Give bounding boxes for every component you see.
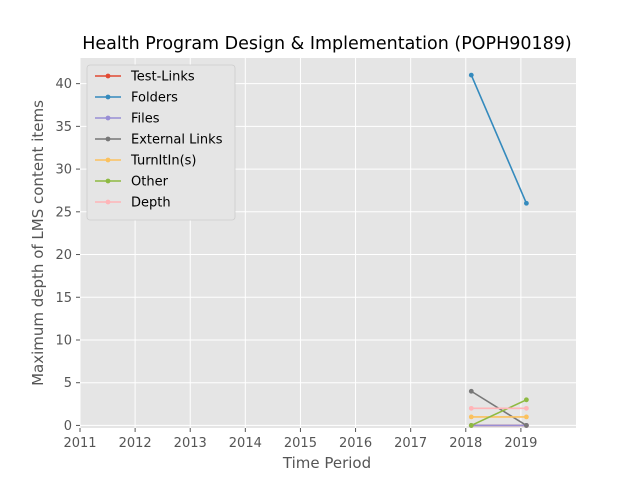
data-point-folders xyxy=(468,72,474,78)
y-tick-label: 35 xyxy=(55,120,72,135)
series-other xyxy=(468,397,529,428)
legend-label: Other xyxy=(131,175,169,190)
series-line-other xyxy=(470,399,527,427)
x-tick-label: 2014 xyxy=(229,436,262,451)
legend-marker xyxy=(105,94,111,100)
x-tick-label: 2018 xyxy=(449,436,482,451)
legend-label: TurnItIn(s) xyxy=(130,154,196,169)
data-point-turnitin-s xyxy=(524,414,529,420)
legend-label: Depth xyxy=(131,196,171,211)
x-tick-label: 2015 xyxy=(284,436,317,451)
data-point-other xyxy=(468,423,474,428)
y-tick-label: 10 xyxy=(55,333,72,348)
data-point-depth xyxy=(524,405,529,411)
series-folders xyxy=(468,72,529,206)
series-line-folders xyxy=(470,74,528,204)
chart-title: Health Program Design & Implementation (… xyxy=(82,34,572,54)
legend-item: Depth xyxy=(95,196,171,211)
legend-label: External Links xyxy=(131,133,223,148)
data-point-external-links xyxy=(468,388,474,394)
x-tick-label: 2016 xyxy=(339,436,372,451)
legend-item: External Links xyxy=(95,133,223,148)
y-tick-label: 30 xyxy=(55,163,72,178)
data-point-other xyxy=(524,397,529,403)
x-tick-label: 2017 xyxy=(394,436,427,451)
series-turnitin-s xyxy=(468,414,529,420)
legend-marker xyxy=(105,157,111,163)
legend-item: Files xyxy=(95,112,160,127)
x-tick-label: 2013 xyxy=(174,436,207,451)
legend-marker xyxy=(105,115,111,121)
y-tick-label: 5 xyxy=(64,376,72,391)
legend-label: Test-Links xyxy=(130,70,195,85)
legend-marker xyxy=(105,178,111,184)
y-tick-label: 0 xyxy=(64,419,72,434)
x-tick-label: 2011 xyxy=(63,436,96,451)
x-tick-label: 2019 xyxy=(504,436,537,451)
legend-marker xyxy=(105,73,111,79)
x-axis-label: Time Period xyxy=(282,454,371,472)
legend-label: Folders xyxy=(131,91,178,106)
y-tick-label: 40 xyxy=(55,77,72,92)
y-tick-label: 25 xyxy=(55,205,72,220)
legend-marker xyxy=(105,199,111,205)
legend: Test-Links Folders Files External Links Turn… xyxy=(86,64,236,221)
y-axis: 0 5 10 15 20 25 30 35 40 xyxy=(55,77,80,434)
legend-box xyxy=(86,64,236,221)
data-point-depth xyxy=(468,405,474,411)
legend-item: Other xyxy=(95,175,169,190)
x-tick-label: 2012 xyxy=(119,436,152,451)
data-point-folders xyxy=(524,200,529,206)
legend-item: TurnItIn(s) xyxy=(95,154,196,169)
legend-marker xyxy=(105,136,111,142)
legend-item: Test-Links xyxy=(95,70,195,85)
data-point-external-links xyxy=(524,423,529,428)
series-layer xyxy=(468,72,529,428)
x-axis: 2011 2012 2013 2014 2015 2016 2017 2018 2019 xyxy=(63,428,537,451)
y-axis-label: Maximum depth of LMS content items xyxy=(29,100,47,386)
legend-item: Folders xyxy=(95,91,178,106)
series-depth xyxy=(468,405,529,411)
y-tick-label: 20 xyxy=(55,248,72,263)
data-point-turnitin-s xyxy=(468,414,474,420)
y-tick-label: 15 xyxy=(55,291,72,306)
legend-label: Files xyxy=(131,112,160,127)
